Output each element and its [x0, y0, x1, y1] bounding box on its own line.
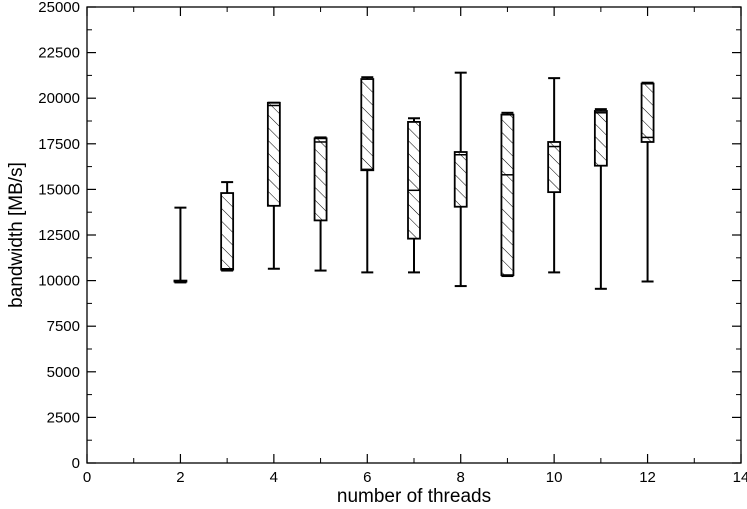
x-tick-label: 10	[546, 469, 563, 486]
y-axis-title: bandwidth [MB/s]	[6, 162, 27, 308]
box-iqr	[640, 82, 655, 143]
x-tick-label: 8	[457, 469, 465, 486]
box-threads-8	[453, 71, 468, 288]
box-threads-3	[220, 181, 235, 272]
box-threads-4	[266, 101, 281, 270]
box-iqr	[500, 113, 515, 277]
x-axis-title: number of threads	[337, 486, 491, 507]
box-iqr	[407, 121, 421, 240]
box-iqr	[360, 78, 375, 172]
x-tick-label: 0	[83, 469, 91, 486]
x-tick-label: 6	[363, 469, 371, 486]
box-iqr	[313, 137, 328, 222]
box-iqr	[220, 192, 235, 271]
x-tick-label: 12	[639, 469, 656, 486]
box-threads-11	[593, 108, 608, 290]
box-iqr	[547, 141, 562, 194]
axes: 0 2 4 6 8 10 12 14 0 2500 5000 7500 10000 12500 15000 1…	[38, 0, 747, 486]
y-tick-label: 2500	[47, 409, 80, 426]
y-tick-label: 10000	[38, 273, 80, 290]
box-threads-7	[407, 117, 421, 274]
y-tick-label: 12500	[38, 227, 80, 244]
y-tick-label: 22500	[38, 45, 80, 62]
plot-area	[173, 71, 655, 290]
y-tick-label: 7500	[47, 318, 80, 335]
box-threads-5	[313, 136, 328, 272]
box-iqr	[453, 151, 468, 208]
x-tick-label: 4	[270, 469, 278, 486]
box-threads-12	[640, 81, 655, 283]
y-tick-label: 25000	[38, 0, 80, 16]
x-tick-label: 2	[176, 469, 184, 486]
box-threads-9	[500, 111, 515, 278]
box-iqr	[593, 110, 608, 167]
box-iqr	[266, 101, 281, 207]
box-threads-6	[360, 76, 375, 274]
y-tick-label: 5000	[47, 364, 80, 381]
box-threads-10	[547, 77, 562, 274]
x-tick-label: 14	[733, 469, 747, 486]
y-tick-label: 0	[72, 455, 80, 472]
y-tick-label: 15000	[38, 181, 80, 198]
y-tick-label: 20000	[38, 90, 80, 107]
box-threads-2	[173, 206, 188, 284]
y-tick-label: 17500	[38, 136, 80, 153]
